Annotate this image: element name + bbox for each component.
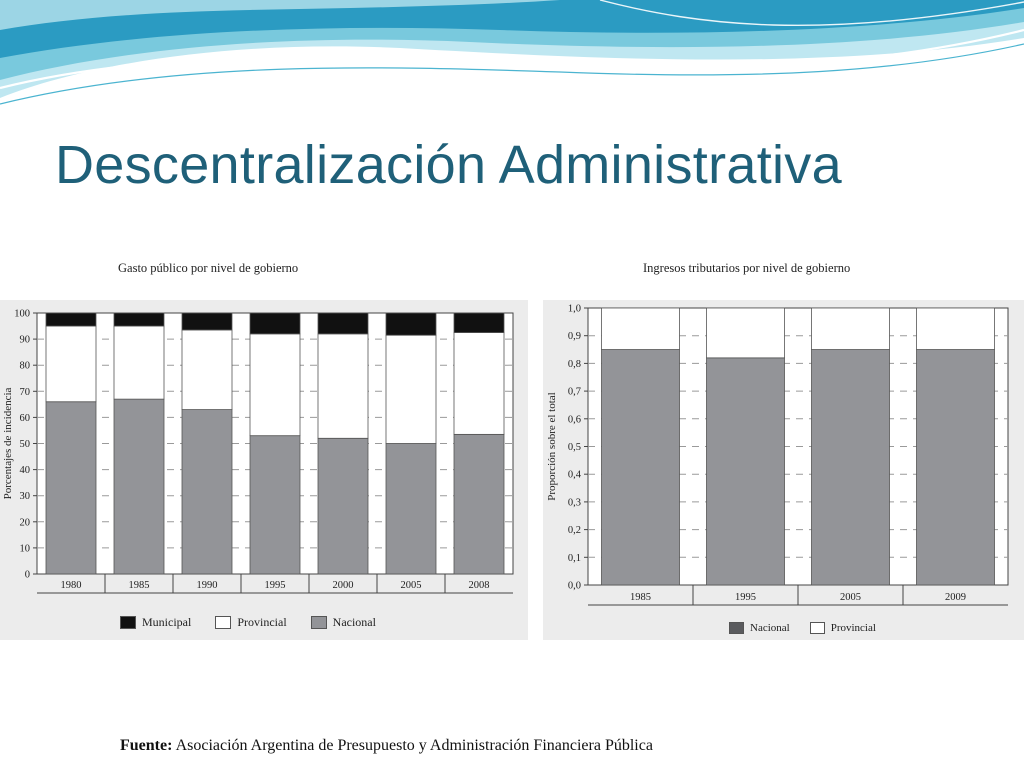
legend-swatch-nacional-2 (729, 622, 744, 634)
legend-item-provincial-2: Provincial (809, 622, 876, 634)
ingresos-x-tick-label: 1995 (735, 592, 756, 603)
legend-item-municipal: Municipal (120, 615, 191, 630)
ingresos-bar-provincial-2005 (811, 307, 890, 350)
gasto-bar-nacional-1995 (249, 435, 301, 575)
gasto-y-tick-label: 100 (14, 309, 30, 320)
legend-label-provincial-2: Provincial (830, 622, 876, 634)
gasto-y-tick-label: 10 (20, 543, 31, 554)
chart-title-ingresos: Ingresos tributarios por nivel de gobier… (643, 261, 851, 275)
gasto-bar-municipal-1980 (45, 312, 97, 327)
gasto-x-tick-label: 1985 (129, 580, 150, 591)
legend-item-nacional: Nacional (310, 615, 376, 630)
gasto-bar-municipal-2005 (385, 312, 437, 336)
chart-panel-ingresos: 0,0 0,1 0,2 0,3 0,4 0,5 0,6 0,7 0,8 0,9 1,0 1985 199… (543, 300, 1024, 640)
gasto-x-tick-label: 1980 (61, 580, 82, 591)
ingresos-y-tick-label: 0,1 (568, 553, 581, 564)
gasto-bar-provincial-1990 (181, 329, 233, 410)
gasto-x-tick-label: 2008 (469, 580, 490, 591)
ingresos-y-tick-label: 0,2 (568, 525, 581, 536)
ingresos-y-axis-label: Proporción sobre el total (546, 392, 558, 500)
ingresos-bar-provincial-1995 (706, 307, 785, 359)
gasto-y-tick-label: 0 (25, 570, 30, 581)
gasto-bar-provincial-2000 (317, 333, 369, 439)
ingresos-bar-nacional-2005 (811, 349, 890, 586)
source-text: Asociación Argentina de Presupuesto y Ad… (175, 737, 653, 754)
gasto-bar-nacional-2000 (317, 437, 369, 575)
gasto-bar-nacional-2005 (385, 443, 437, 575)
gasto-bar-provincial-2008 (453, 332, 505, 435)
ingresos-x-tick-label: 2009 (945, 592, 966, 603)
legend-gasto: Municipal Provincial Nacional (120, 615, 376, 630)
ingresos-x-tick-label: 1985 (630, 592, 651, 603)
legend-swatch-provincial-2 (809, 622, 825, 634)
gasto-x-tick-label: 1995 (265, 580, 286, 591)
gasto-y-tick-label: 60 (20, 413, 31, 424)
gasto-x-tick-label: 2000 (333, 580, 354, 591)
chart-panel-gasto: 0 10 20 30 40 50 60 70 80 90 100 1980 1985 1990 1995 20… (0, 300, 528, 640)
ingresos-y-tick-label: 0,0 (568, 581, 581, 592)
legend-item-nacional-2: Nacional (729, 622, 790, 634)
ingresos-y-tick-label: 0,3 (568, 497, 581, 508)
gasto-bar-nacional-1990 (181, 409, 233, 575)
ingresos-y-tick-label: 1,0 (568, 304, 581, 315)
gasto-bar-provincial-1985 (113, 325, 165, 400)
legend-swatch-municipal (120, 616, 136, 629)
gasto-y-tick-label: 80 (20, 361, 31, 372)
ingresos-y-tick-label: 0,9 (568, 331, 581, 342)
gasto-bar-nacional-1985 (113, 398, 165, 575)
gasto-bar-municipal-1985 (113, 312, 165, 327)
gasto-y-tick-label: 20 (20, 517, 31, 528)
gasto-x-tick-label: 1990 (197, 580, 218, 591)
gasto-bar-provincial-1995 (249, 333, 301, 437)
gasto-bar-municipal-1995 (249, 312, 301, 335)
gasto-bar-municipal-2000 (317, 312, 369, 335)
chart-ingresos-tributarios: 0,0 0,1 0,2 0,3 0,4 0,5 0,6 0,7 0,8 0,9 1,0 1985 199… (546, 304, 1009, 606)
chart-gasto-publico: 0 10 20 30 40 50 60 70 80 90 100 1980 1985 1990 1995 20… (2, 309, 514, 594)
legend-label-provincial: Provincial (237, 615, 287, 629)
gasto-bar-nacional-2008 (453, 433, 505, 575)
legend-swatch-nacional (310, 616, 327, 629)
ingresos-y-tick-label: 0,6 (568, 414, 581, 425)
gasto-y-tick-label: 40 (20, 465, 31, 476)
chart-title-gasto: Gasto público por nivel de gobierno (118, 261, 299, 275)
ingresos-bar-nacional-2009 (916, 349, 995, 586)
legend-swatch-provincial (215, 616, 232, 629)
legend-item-provincial: Provincial (215, 615, 287, 630)
gasto-y-tick-label: 90 (20, 335, 31, 346)
gasto-y-tick-label: 70 (20, 387, 31, 398)
gasto-bar-nacional-1980 (45, 401, 97, 575)
ingresos-bar-nacional-1985 (601, 349, 680, 586)
ingresos-y-tick-label: 0,4 (568, 470, 582, 481)
gasto-bar-provincial-2005 (385, 334, 437, 444)
gasto-bar-municipal-2008 (453, 312, 505, 333)
gasto-y-tick-label: 50 (20, 439, 31, 450)
legend-label-municipal: Municipal (142, 615, 192, 629)
legend-label-nacional-2: Nacional (750, 622, 790, 634)
gasto-y-tick-label: 30 (20, 491, 31, 502)
source-label: Fuente: (120, 737, 173, 754)
legend-label-nacional: Nacional (332, 615, 376, 629)
ingresos-y-tick-label: 0,7 (568, 387, 581, 398)
ingresos-y-tick-label: 0,8 (568, 359, 581, 370)
source-note: Fuente: Asociación Argentina de Presupue… (120, 737, 653, 755)
gasto-y-axis-label: Porcentajes de incidencia (2, 387, 14, 499)
ingresos-bar-provincial-1985 (601, 307, 680, 350)
slide-title: Descentralización Administrativa (55, 135, 842, 195)
header-wave-decoration (0, 0, 1024, 105)
gasto-bar-municipal-1990 (181, 312, 233, 331)
ingresos-y-tick-label: 0,5 (568, 442, 581, 453)
ingresos-x-tick-label: 2005 (840, 592, 861, 603)
ingresos-bar-nacional-1995 (706, 357, 785, 586)
legend-ingresos: Nacional Provincial (729, 622, 876, 634)
ingresos-bar-provincial-2009 (916, 307, 995, 350)
gasto-bar-provincial-1980 (45, 325, 97, 403)
gasto-x-tick-label: 2005 (401, 580, 422, 591)
